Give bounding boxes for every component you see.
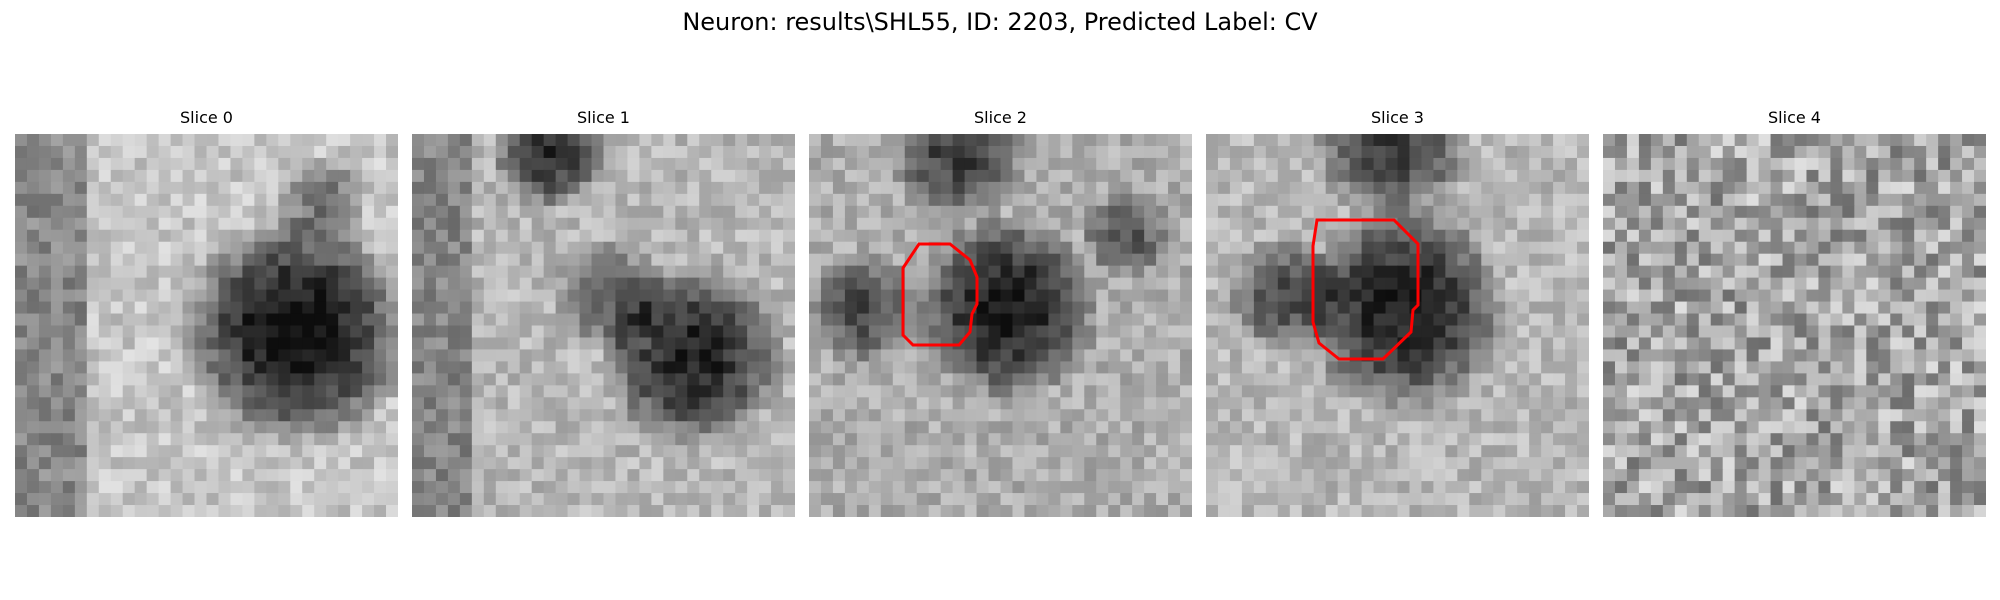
slice-title: Slice 3 (1371, 108, 1424, 127)
slice-image-svg (809, 134, 1192, 517)
slice-panel-3: Slice 3 (1206, 0, 1589, 600)
slice-image (1603, 134, 1986, 517)
slice-image (15, 134, 398, 517)
slice-image (1206, 134, 1589, 517)
neuron-contour (1311, 218, 1420, 361)
slice-image (809, 134, 1192, 517)
slice-title: Slice 2 (974, 108, 1027, 127)
slice-panel-4: Slice 4 (1603, 0, 1986, 600)
slice-image-svg (1603, 134, 1986, 517)
figure-title: Neuron: results\SHL55, ID: 2203, Predict… (682, 8, 1318, 36)
neuron-contour (901, 242, 979, 347)
slice-image-svg (1206, 134, 1589, 517)
slice-title: Slice 1 (577, 108, 630, 127)
slice-title: Slice 0 (180, 108, 233, 127)
slice-panel-1: Slice 1 (412, 0, 795, 600)
slice-panel-2: Slice 2 (809, 0, 1192, 600)
slice-title: Slice 4 (1768, 108, 1821, 127)
slice-image-svg (15, 134, 398, 517)
slice-panel-0: Slice 0 (15, 0, 398, 600)
slice-image (412, 134, 795, 517)
slice-image-svg (412, 134, 795, 517)
